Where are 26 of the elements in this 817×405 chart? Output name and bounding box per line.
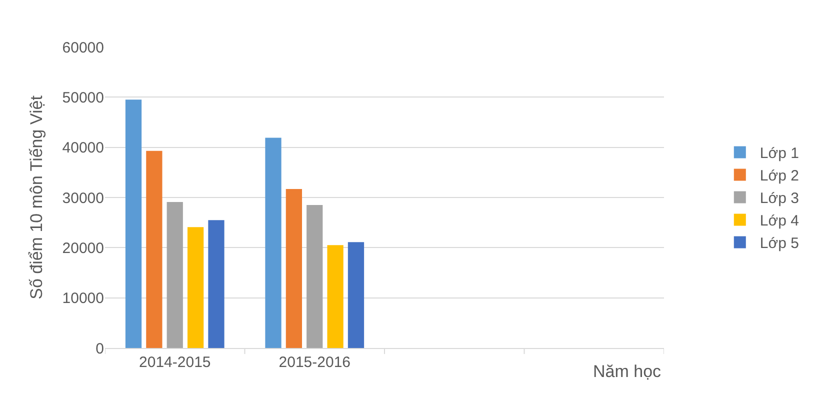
bar (327, 245, 344, 348)
y-tick-label: 0 (96, 340, 104, 358)
bar (146, 150, 162, 348)
y-tick-label: 20000 (62, 240, 104, 257)
x-axis-title: Năm học (593, 362, 662, 381)
legend-label: Lớp 3 (760, 190, 799, 208)
y-tick-label: 40000 (62, 140, 104, 157)
bar (306, 205, 323, 348)
legend-label: Lớp 2 (760, 168, 799, 185)
y-tick-label: 30000 (62, 190, 104, 207)
bar (125, 100, 142, 348)
bar (166, 202, 183, 348)
y-tick-label: 10000 (62, 290, 104, 308)
bar (265, 138, 282, 348)
legend-label: Lớp 5 (760, 235, 799, 252)
legend-label: Lớp 4 (760, 212, 799, 230)
x-tick-label: 2015-2016 (278, 354, 350, 371)
bar (286, 188, 302, 348)
bar (187, 227, 204, 348)
y-tick-label: 50000 (62, 89, 104, 106)
y-tick-label: 60000 (62, 39, 104, 56)
bar (208, 220, 224, 348)
bar (348, 242, 364, 348)
legend-label: Lớp 1 (760, 145, 799, 162)
x-tick-label: 2014-2015 (139, 354, 211, 371)
y-axis-title: Số điểm 10 môn Tiếng Việt (26, 95, 46, 300)
